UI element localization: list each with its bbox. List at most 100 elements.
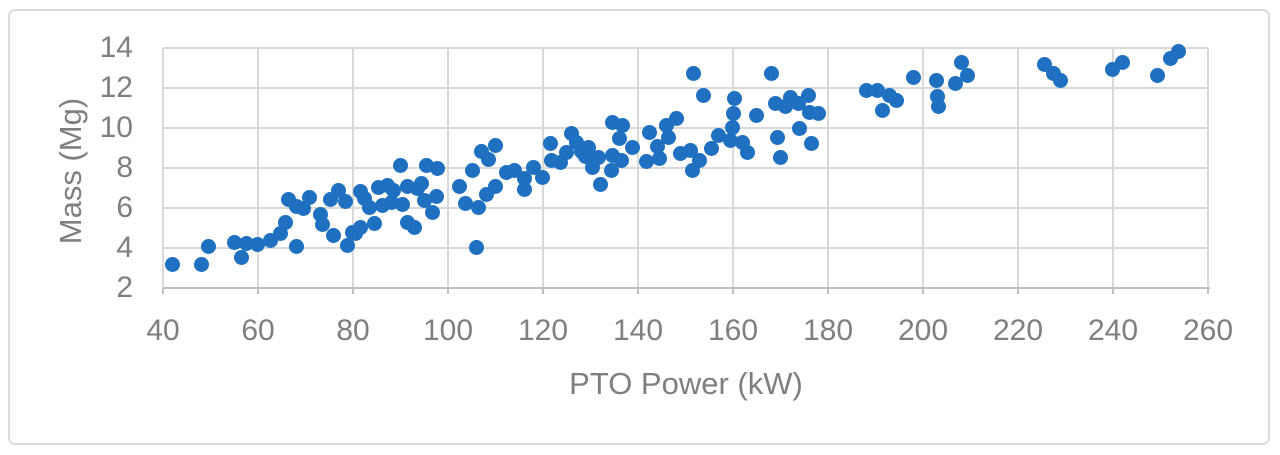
data-point [649,138,665,154]
x-tick-label: 140 [612,314,664,347]
x-tick-label: 80 [336,314,370,347]
data-point [416,192,432,208]
data-point [668,110,684,126]
data-point [249,236,265,252]
data-point [592,176,608,192]
data-point [739,144,755,160]
data-point [800,87,816,103]
data-point [395,196,411,212]
data-point [383,194,399,210]
x-tick-label: 220 [992,314,1044,347]
data-point [407,219,423,235]
data-point [692,152,708,168]
y-axis-title: Mass (Mg) [53,97,88,245]
y-tick-label: 6 [116,191,133,224]
data-point [367,215,383,231]
data-point [773,149,788,165]
x-tick-label: 260 [1182,314,1234,347]
data-point [642,124,658,140]
data-point [340,237,356,253]
data-point [226,234,242,250]
data-point [542,135,558,151]
x-tick-mark [637,288,639,294]
x-tick-mark [1207,288,1209,294]
data-point [929,72,945,88]
x-tick-label: 40 [146,314,180,347]
y-tick-label: 12 [99,71,133,104]
x-tick-label: 60 [241,314,275,347]
gridline-horizontal [163,127,1208,129]
x-tick-label: 160 [707,314,759,347]
data-point [661,129,677,145]
gridline-horizontal [163,47,1208,49]
x-tick-mark [1112,288,1114,294]
x-tick-label: 180 [802,314,854,347]
data-point [393,157,408,173]
data-point [804,135,820,151]
data-point [615,117,631,133]
data-point [726,90,742,106]
gridline-horizontal [163,87,1208,89]
x-tick-mark [352,288,354,294]
y-tick-label: 2 [116,271,133,304]
x-tick-mark [162,288,164,294]
data-point [233,249,249,265]
data-point [695,87,711,103]
x-tick-mark [732,288,734,294]
data-point [870,82,886,98]
data-point [352,219,368,235]
data-point [590,149,606,165]
data-point [611,130,627,146]
x-tick-mark [1017,288,1019,294]
data-point [480,151,496,167]
data-point [457,195,473,211]
data-point [625,139,641,155]
data-point [288,238,304,254]
data-point [362,199,378,215]
data-point [452,178,468,194]
data-point [725,105,741,121]
data-point [414,175,430,191]
data-point [930,98,946,114]
data-point [200,238,216,254]
data-point [1171,43,1187,59]
data-point [749,107,765,123]
data-point [325,227,341,243]
data-point [193,256,209,272]
data-point [948,75,964,91]
data-point [428,188,444,204]
data-point [792,120,807,136]
x-tick-mark [257,288,259,294]
data-point [301,189,317,205]
data-point [338,193,354,209]
x-tick-mark [827,288,829,294]
x-tick-label: 120 [517,314,569,347]
data-point [614,152,630,168]
x-axis-title: PTO Power (kW) [569,366,803,401]
data-point [534,169,550,185]
x-tick-label: 200 [897,314,949,347]
data-point [488,137,503,153]
data-point [874,102,890,118]
data-point [889,92,905,108]
data-point [905,69,921,85]
data-point [580,139,596,155]
x-tick-label: 240 [1087,314,1139,347]
x-tick-mark [542,288,544,294]
data-point [425,204,441,220]
data-point [722,132,738,148]
data-point [314,216,330,232]
gridline-vertical [1207,48,1209,288]
y-tick-label: 10 [99,111,133,144]
data-point [711,127,727,143]
data-point [1053,72,1069,88]
data-point [559,144,575,160]
data-point [604,162,620,178]
data-point [488,178,503,194]
x-tick-label: 100 [422,314,474,347]
data-point [1115,54,1130,70]
y-tick-label: 8 [116,151,133,184]
gridline-horizontal [163,247,1208,249]
